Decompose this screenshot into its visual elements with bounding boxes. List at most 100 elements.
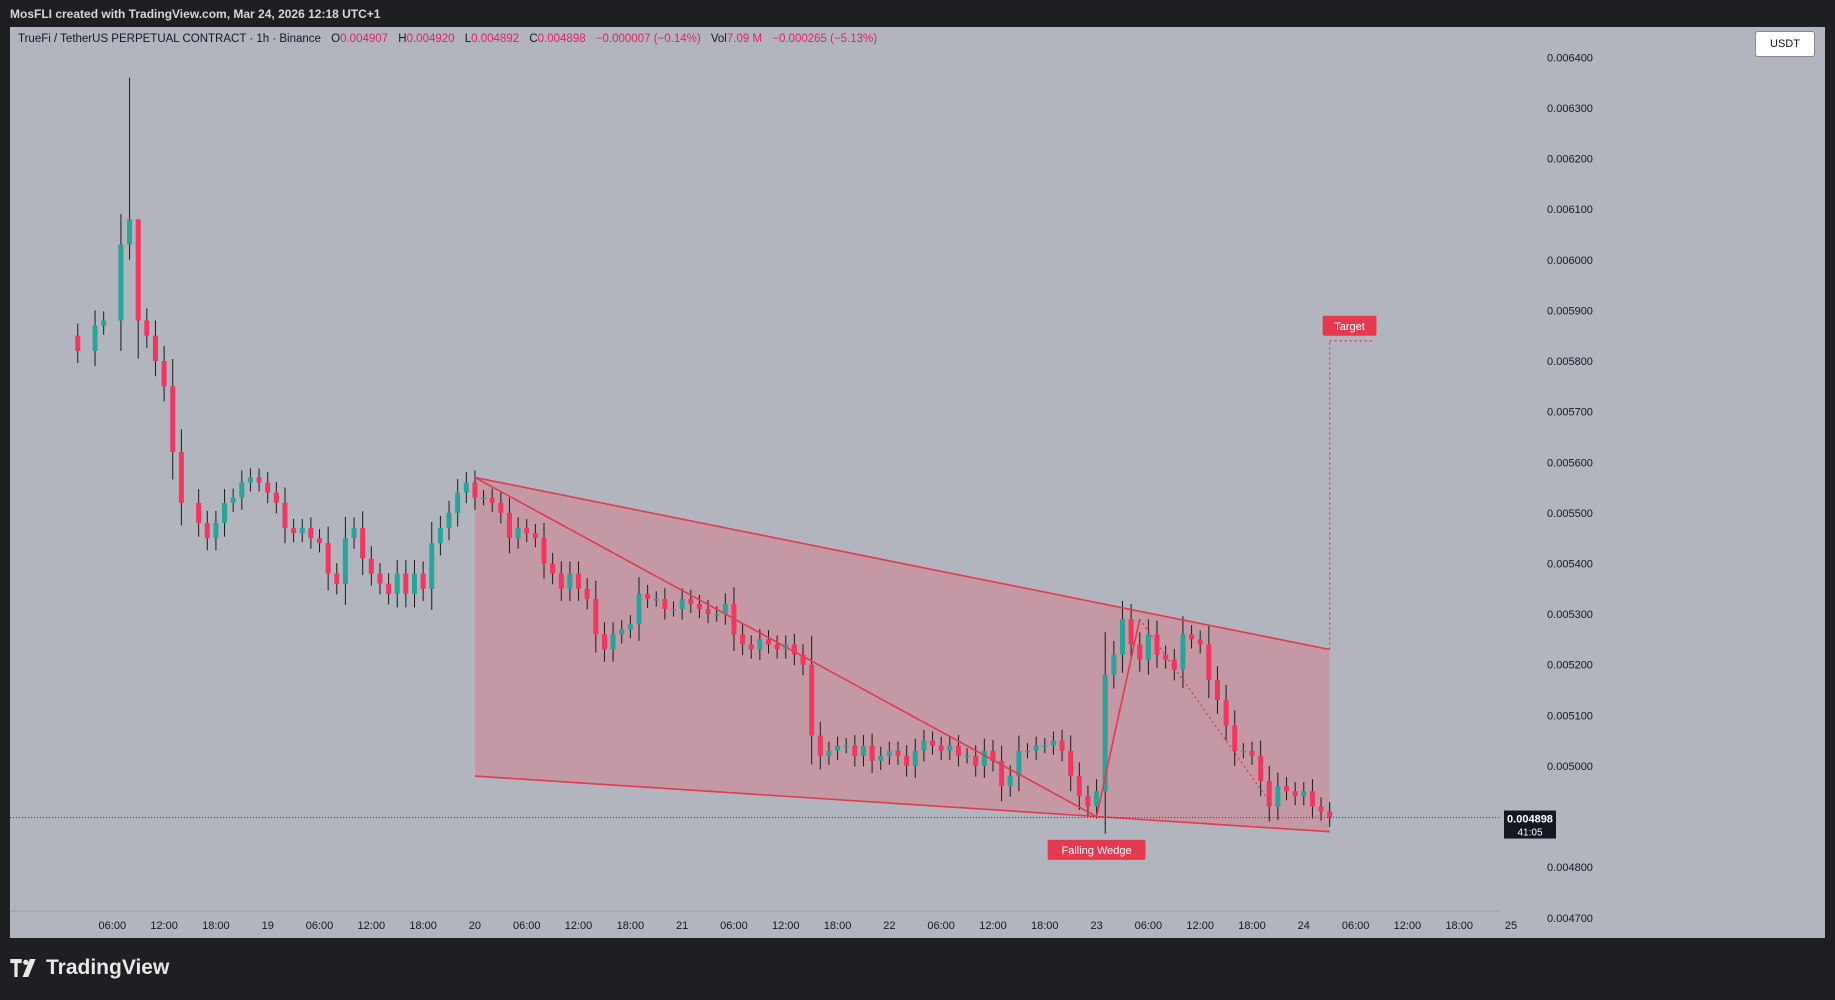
- falling-wedge-label[interactable]: Falling Wedge: [1047, 839, 1146, 860]
- candle[interactable]: [1059, 729, 1065, 762]
- candle[interactable]: [627, 615, 633, 639]
- candle[interactable]: [904, 745, 910, 777]
- candle[interactable]: [964, 748, 970, 764]
- candle[interactable]: [921, 729, 927, 762]
- candle[interactable]: [981, 738, 987, 779]
- candle[interactable]: [550, 552, 556, 585]
- annotation-labels[interactable]: Falling Wedge Target: [1047, 315, 1377, 860]
- candle[interactable]: [1163, 645, 1169, 669]
- candle[interactable]: [1292, 782, 1298, 806]
- candle[interactable]: [222, 489, 228, 537]
- candle[interactable]: [532, 524, 538, 548]
- wedge-shaded-area[interactable]: [474, 477, 1330, 832]
- candle[interactable]: [1249, 741, 1255, 765]
- candle[interactable]: [1284, 777, 1290, 801]
- candle[interactable]: [463, 471, 469, 504]
- candle[interactable]: [1094, 779, 1100, 819]
- candle[interactable]: [481, 490, 487, 506]
- candle[interactable]: [653, 591, 659, 607]
- candle[interactable]: [498, 492, 504, 524]
- candle[interactable]: [394, 559, 400, 608]
- candle[interactable]: [247, 468, 253, 492]
- candle[interactable]: [506, 497, 512, 554]
- candle[interactable]: [420, 561, 426, 601]
- candle[interactable]: [1033, 736, 1039, 760]
- candle[interactable]: [930, 731, 936, 755]
- candle[interactable]: [1102, 632, 1108, 834]
- candle[interactable]: [144, 308, 150, 348]
- candle[interactable]: [437, 515, 443, 556]
- candle[interactable]: [1318, 797, 1324, 821]
- candle[interactable]: [360, 511, 366, 576]
- candle[interactable]: [1258, 740, 1264, 797]
- candle[interactable]: [299, 518, 305, 543]
- candle[interactable]: [342, 516, 348, 605]
- candle[interactable]: [860, 735, 866, 767]
- candle[interactable]: [947, 736, 953, 760]
- candle[interactable]: [1327, 802, 1333, 827]
- candle[interactable]: [999, 745, 1005, 802]
- candle[interactable]: [1214, 666, 1220, 714]
- candle[interactable]: [636, 577, 642, 641]
- candle[interactable]: [1128, 603, 1134, 660]
- breakout-rise-line[interactable]: [1095, 618, 1141, 817]
- candle[interactable]: [170, 359, 176, 480]
- wedge-lower-line[interactable]: [474, 775, 1330, 833]
- candle[interactable]: [800, 643, 806, 676]
- candle[interactable]: [213, 510, 219, 551]
- candle[interactable]: [852, 735, 858, 767]
- candle[interactable]: [869, 733, 875, 774]
- candle[interactable]: [368, 546, 374, 586]
- candle[interactable]: [696, 594, 702, 619]
- candle[interactable]: [679, 588, 685, 620]
- wedge-upper-line[interactable]: [474, 476, 1330, 651]
- candle[interactable]: [127, 77, 133, 260]
- candle[interactable]: [1232, 710, 1238, 766]
- candle[interactable]: [619, 620, 625, 644]
- candle[interactable]: [1240, 743, 1246, 759]
- candle[interactable]: [1137, 632, 1143, 672]
- candle[interactable]: [1197, 630, 1203, 654]
- candle[interactable]: [152, 320, 158, 377]
- candle[interactable]: [230, 488, 236, 512]
- candle[interactable]: [239, 470, 245, 510]
- candle[interactable]: [886, 741, 892, 765]
- candle[interactable]: [1042, 738, 1048, 754]
- candle[interactable]: [1171, 649, 1177, 681]
- candle[interactable]: [1025, 743, 1031, 759]
- trend-lines[interactable]: [10, 340, 1500, 833]
- candle[interactable]: [472, 470, 478, 510]
- candle[interactable]: [282, 487, 288, 544]
- candle[interactable]: [351, 517, 357, 549]
- candle[interactable]: [161, 345, 167, 402]
- candle[interactable]: [1145, 619, 1151, 675]
- candle[interactable]: [878, 746, 884, 770]
- candles[interactable]: [75, 77, 1333, 834]
- candle[interactable]: [1180, 616, 1186, 688]
- candle[interactable]: [101, 311, 107, 335]
- candle[interactable]: [429, 521, 435, 611]
- candle[interactable]: [1068, 735, 1074, 792]
- candle[interactable]: [334, 562, 340, 595]
- candle[interactable]: [1189, 625, 1195, 649]
- falling-wedge-pattern[interactable]: [474, 477, 1330, 832]
- candle[interactable]: [817, 721, 823, 770]
- pullback-dotted-line[interactable]: [1139, 618, 1270, 802]
- candle[interactable]: [1275, 772, 1281, 821]
- candle[interactable]: [593, 580, 599, 653]
- candle[interactable]: [135, 219, 141, 359]
- candle[interactable]: [1007, 765, 1013, 797]
- candle[interactable]: [325, 526, 331, 591]
- candle[interactable]: [938, 736, 944, 760]
- candle[interactable]: [990, 740, 996, 772]
- candle[interactable]: [895, 741, 901, 765]
- candle[interactable]: [455, 478, 461, 527]
- candle[interactable]: [757, 628, 763, 661]
- candle[interactable]: [610, 622, 616, 662]
- candle[interactable]: [524, 518, 530, 543]
- candle[interactable]: [178, 429, 184, 526]
- candle[interactable]: [273, 481, 279, 514]
- candle[interactable]: [584, 578, 590, 610]
- candle[interactable]: [912, 738, 918, 779]
- tradingview-logo[interactable]: TradingView: [10, 956, 169, 980]
